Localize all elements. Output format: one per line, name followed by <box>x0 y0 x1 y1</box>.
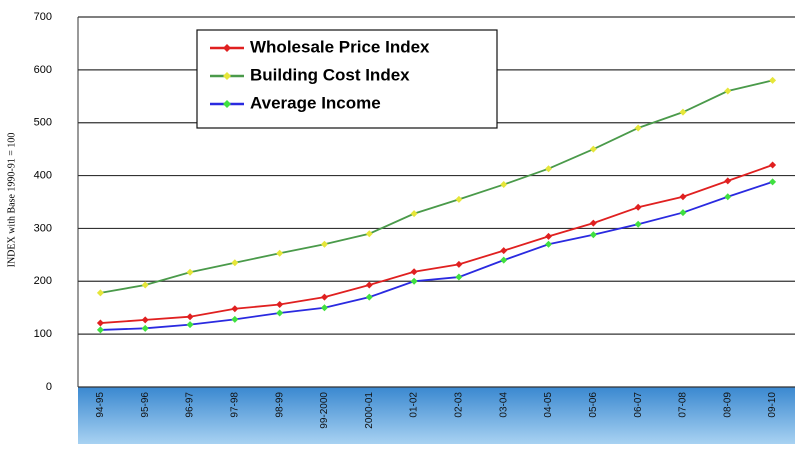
marker <box>769 76 777 84</box>
x-axis-band <box>78 387 795 444</box>
x-tick-label: 98-99 <box>274 392 285 418</box>
x-tick-label: 94-95 <box>95 392 106 418</box>
x-tick-label: 03-04 <box>498 392 509 418</box>
y-tick-label: 300 <box>34 222 52 234</box>
series-line <box>100 181 773 331</box>
legend-marker <box>223 100 231 108</box>
marker <box>724 177 732 185</box>
marker <box>724 87 732 95</box>
y-tick-label: 700 <box>34 11 52 23</box>
marker <box>410 210 418 218</box>
x-tick-label: 2000-01 <box>364 392 375 429</box>
legend-label: Building Cost Index <box>250 65 410 84</box>
marker <box>231 259 239 267</box>
marker <box>141 324 149 332</box>
x-tick-label: 95-96 <box>140 392 151 418</box>
marker <box>769 178 777 186</box>
marker <box>500 181 508 189</box>
marker <box>679 209 687 217</box>
marker <box>500 256 508 264</box>
marker <box>455 273 463 281</box>
x-tick-label: 05-06 <box>588 392 599 418</box>
y-tick-label: 400 <box>34 169 52 181</box>
marker <box>276 301 284 309</box>
x-tick-label: 09-10 <box>767 392 778 418</box>
marker <box>365 281 373 289</box>
marker <box>455 260 463 268</box>
marker <box>276 309 284 317</box>
legend-label: Wholesale Price Index <box>250 37 430 56</box>
y-tick-label: 600 <box>34 64 52 76</box>
marker <box>455 195 463 203</box>
series-line <box>100 164 773 324</box>
x-tick-label: 99-2000 <box>319 392 330 429</box>
marker <box>231 315 239 323</box>
marker <box>186 321 194 329</box>
marker <box>320 293 328 301</box>
marker <box>365 293 373 301</box>
legend-box <box>196 29 498 129</box>
x-tick-label: 08-09 <box>722 392 733 418</box>
marker <box>769 161 777 169</box>
marker <box>545 240 553 248</box>
x-tick-label: 06-07 <box>633 392 644 418</box>
marker <box>231 305 239 313</box>
marker <box>141 316 149 324</box>
x-tick-label: 96-97 <box>185 392 196 418</box>
marker <box>410 277 418 285</box>
y-axis-title: INDEX with Base 1990-91 = 100 <box>6 133 17 268</box>
marker <box>634 124 642 132</box>
marker <box>320 240 328 248</box>
marker <box>724 193 732 201</box>
marker <box>589 219 597 227</box>
series-line <box>100 79 773 294</box>
x-tick-label: 04-05 <box>543 392 554 418</box>
marker <box>679 108 687 116</box>
marker <box>320 304 328 312</box>
y-tick-label: 100 <box>34 328 52 340</box>
marker <box>589 145 597 153</box>
legend-label: Average Income <box>250 93 381 112</box>
marker <box>545 232 553 240</box>
marker <box>410 268 418 276</box>
marker <box>589 231 597 239</box>
marker <box>276 249 284 257</box>
marker <box>365 230 373 238</box>
y-tick-label: 0 <box>46 381 52 393</box>
x-tick-label: 07-08 <box>678 392 689 418</box>
marker <box>186 268 194 276</box>
x-tick-label: 02-03 <box>454 392 465 418</box>
legend-marker <box>223 72 231 80</box>
marker <box>545 165 553 173</box>
x-tick-label: 97-98 <box>229 392 240 418</box>
marker <box>679 193 687 201</box>
marker <box>96 326 104 334</box>
marker <box>634 203 642 211</box>
y-tick-label: 200 <box>34 275 52 287</box>
marker <box>96 319 104 327</box>
marker <box>141 281 149 289</box>
x-tick-label: 01-02 <box>409 392 420 418</box>
y-tick-label: 500 <box>34 117 52 129</box>
legend-marker <box>223 44 231 52</box>
marker <box>500 247 508 255</box>
marker <box>634 220 642 228</box>
marker <box>96 289 104 297</box>
marker <box>186 313 194 321</box>
